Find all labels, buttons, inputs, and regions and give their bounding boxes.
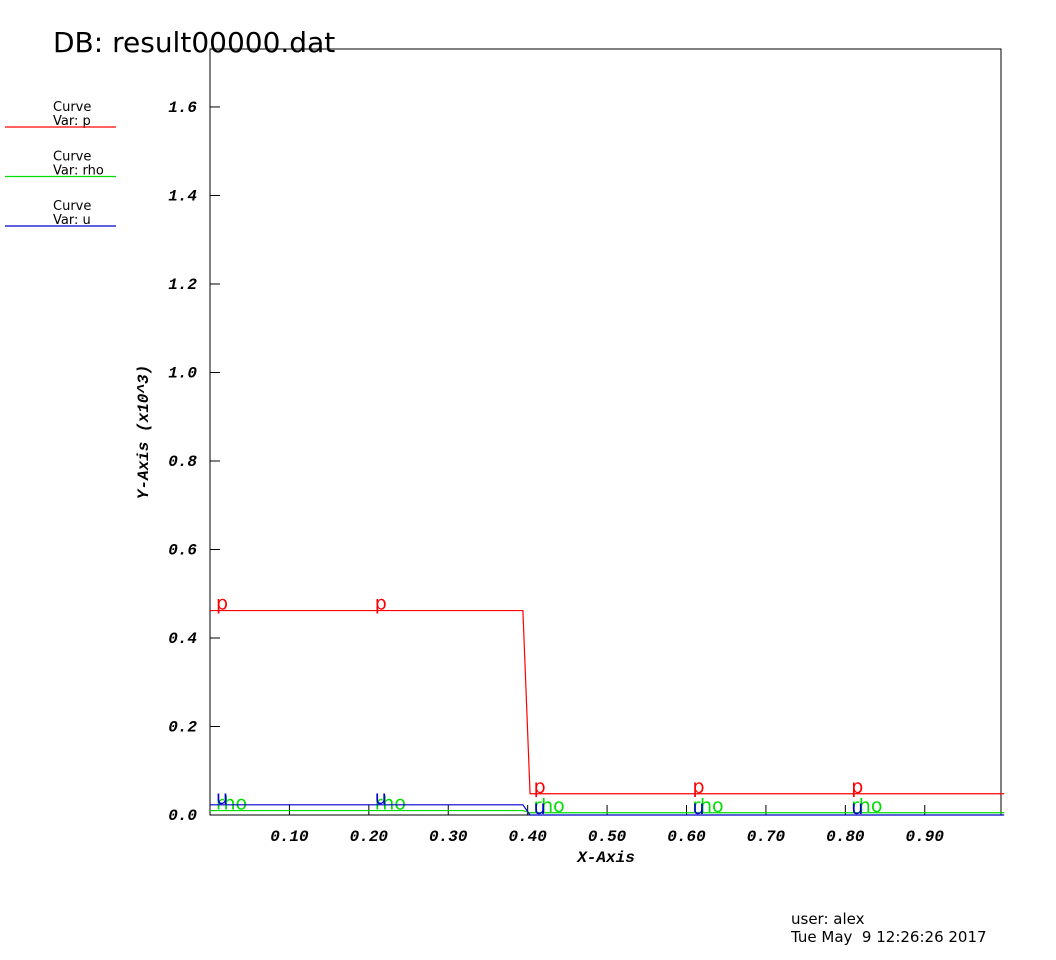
y-axis-label: Y-Axis (x10^3) <box>135 365 153 499</box>
curve-label: p <box>534 776 546 798</box>
y-tick-label: 0.0 <box>168 807 197 825</box>
curve-label: u <box>375 787 387 809</box>
curve-label: u <box>534 797 546 819</box>
curve-label: u <box>692 797 704 819</box>
date-label: Tue May 9 12:26:26 2017 <box>790 928 987 946</box>
y-tick-label: 1.2 <box>168 276 197 294</box>
curve-label: p <box>375 593 387 615</box>
legend-label: Var: rho <box>53 164 104 179</box>
y-tick-label: 0.8 <box>168 453 197 471</box>
x-tick-label: 0.20 <box>350 828 389 846</box>
legend-label: Var: u <box>53 213 91 228</box>
curve-label: u <box>216 787 228 809</box>
y-tick-label: 0.4 <box>168 630 197 648</box>
x-tick-label: 0.90 <box>906 828 945 846</box>
x-tick-label: 0.60 <box>667 828 706 846</box>
curve-label: p <box>851 776 863 798</box>
series-line <box>210 804 1005 816</box>
chart-title: DB: result00000.dat <box>53 26 335 59</box>
x-tick-label: 0.80 <box>826 828 865 846</box>
legend-title: Curve <box>53 199 91 214</box>
curve-label: rho <box>534 795 565 817</box>
series-line <box>210 809 1005 814</box>
legend-label: Var: p <box>53 114 91 129</box>
series-line <box>210 609 1005 795</box>
curve-label: rho <box>851 795 882 817</box>
legend-title: Curve <box>53 100 91 115</box>
curve-label: rho <box>216 793 247 815</box>
x-tick-label: 0.30 <box>429 828 468 846</box>
x-axis-label: X-Axis <box>576 849 635 867</box>
y-tick-label: 1.4 <box>168 187 197 205</box>
curve-label: rho <box>375 793 406 815</box>
y-tick-label: 1.0 <box>168 364 197 382</box>
x-tick-label: 0.10 <box>270 828 309 846</box>
x-tick-label: 0.50 <box>588 828 627 846</box>
x-tick-label: 0.70 <box>747 828 786 846</box>
x-tick-label: 0.40 <box>508 828 547 846</box>
curve-label: u <box>851 797 863 819</box>
y-tick-label: 1.6 <box>168 99 197 117</box>
legend-title: Curve <box>53 150 91 165</box>
curve-label: p <box>216 593 228 615</box>
plot-frame <box>209 48 1002 816</box>
user-label: user: alex <box>791 910 865 928</box>
curve-label: p <box>692 776 704 798</box>
curve-label: rho <box>692 795 723 817</box>
y-tick-label: 0.2 <box>168 718 197 736</box>
y-tick-label: 0.6 <box>168 541 197 559</box>
